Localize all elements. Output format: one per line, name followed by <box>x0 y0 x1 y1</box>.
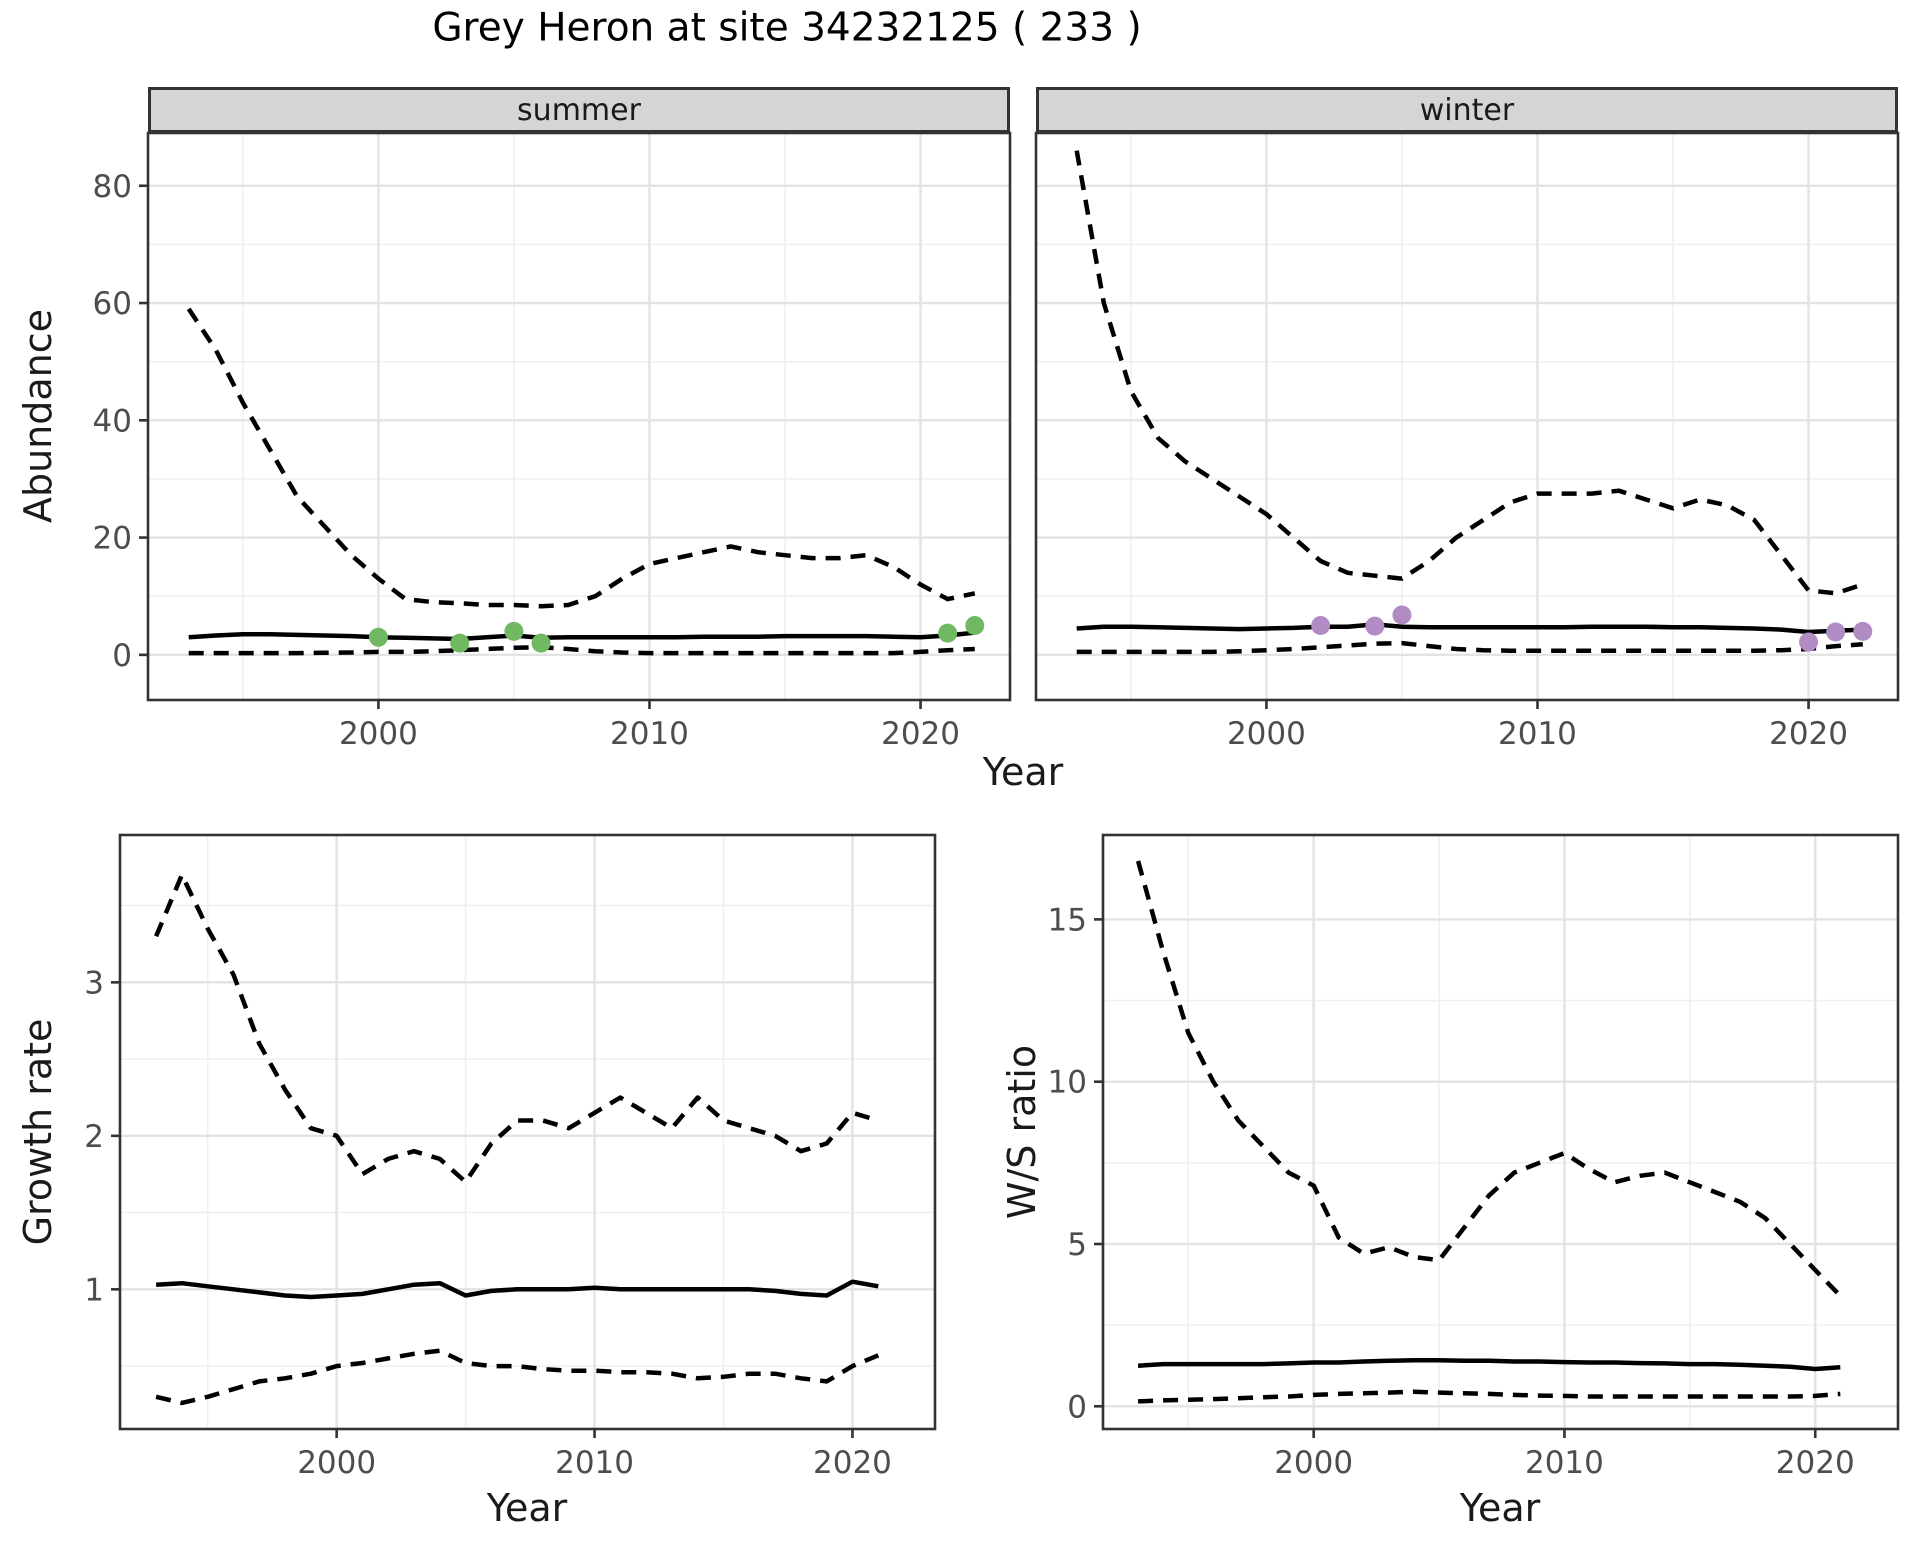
ws-y-tick-label: 0 <box>1067 1389 1087 1425</box>
winter-series <box>1074 150 1864 655</box>
winter-chart: 2000 2010 2020 <box>1034 131 1900 752</box>
y-axis-title-ws-ratio: W/S ratio <box>1000 1044 1044 1220</box>
winter-observation-point <box>1392 605 1412 625</box>
ws-x-tick-label: 2010 <box>1525 1445 1604 1481</box>
growth-x-tick-label: 2020 <box>813 1445 892 1481</box>
ws-axis-ticks: 2000 2010 2020 0 5 10 15 <box>1048 902 1855 1481</box>
ws-y-tick-label: 10 <box>1048 1065 1087 1101</box>
summer-x-tick-label: 2020 <box>881 716 960 752</box>
ws-y-tick-label: 5 <box>1067 1227 1087 1263</box>
summer-observation-point <box>965 616 985 636</box>
summer-x-tick-label: 2010 <box>610 716 689 752</box>
summer-panel-border <box>146 131 1012 702</box>
summer-observation-point <box>938 623 958 643</box>
growth-x-tick-label: 2010 <box>555 1445 634 1481</box>
growth-y-tick-label: 1 <box>84 1272 104 1308</box>
ws-chart: 2000 2010 2020 0 5 10 15 <box>1048 833 1900 1481</box>
summer-median-line <box>188 630 976 642</box>
ws-upper-ci-line <box>1135 860 1842 1298</box>
facet-strip-winter-label: winter <box>1419 92 1515 128</box>
summer-observed-points <box>368 616 985 653</box>
summer-y-tick-label: 60 <box>93 286 132 322</box>
growth-lower-ci-line <box>155 1348 880 1406</box>
ws-gridlines <box>1103 835 1898 1429</box>
y-axis-title-abundance: Abundance <box>16 308 60 524</box>
summer-y-tick-label: 0 <box>112 638 132 674</box>
figure-title: Grey Heron at site 34232125 ( 233 ) <box>432 5 1142 51</box>
summer-observation-point <box>504 621 524 641</box>
summer-observation-point <box>368 627 388 647</box>
growth-panel-border <box>118 833 937 1431</box>
growth-upper-ci-line <box>154 872 879 1185</box>
ws-series <box>1135 860 1842 1404</box>
growth-series <box>154 872 880 1406</box>
growth-median-line <box>155 1279 879 1300</box>
summer-observation-point <box>450 633 470 653</box>
winter-observation-point <box>1311 616 1331 636</box>
ws-y-tick-label: 15 <box>1048 902 1087 938</box>
summer-x-tick-label: 2000 <box>339 716 418 752</box>
growth-axis-ticks: 2000 2010 2020 1 2 3 <box>84 965 892 1481</box>
winter-median-line <box>1076 622 1863 635</box>
winter-observed-points <box>1311 605 1873 652</box>
facet-strip-summer: summer <box>148 87 1010 133</box>
growth-y-tick-label: 3 <box>84 965 104 1001</box>
ws-x-tick-label: 2000 <box>1274 1445 1353 1481</box>
winter-x-tick-label: 2010 <box>1498 716 1577 752</box>
ws-panel-border <box>1101 833 1900 1431</box>
winter-panel-border <box>1034 131 1900 702</box>
winter-observation-point <box>1826 622 1846 642</box>
y-axis-title-growth-rate: Growth rate <box>16 1018 60 1246</box>
summer-y-tick-label: 20 <box>93 521 132 557</box>
growth-y-tick-label: 2 <box>84 1119 104 1155</box>
x-axis-title-year-growth: Year <box>486 1486 568 1530</box>
growth-x-tick-label: 2000 <box>297 1445 376 1481</box>
winter-observation-point <box>1365 616 1385 636</box>
winter-lower-ci-line <box>1076 640 1863 655</box>
summer-upper-ci-line <box>186 307 976 609</box>
winter-observation-point <box>1799 632 1819 652</box>
winter-x-tick-label: 2000 <box>1227 716 1306 752</box>
winter-axis-ticks: 2000 2010 2020 <box>1227 700 1848 752</box>
x-axis-title-year-ws: Year <box>1459 1486 1541 1530</box>
winter-upper-ci-line <box>1074 150 1864 596</box>
ws-lower-ci-line <box>1138 1389 1841 1404</box>
ws-x-tick-label: 2020 <box>1776 1445 1855 1481</box>
facet-strip-winter: winter <box>1036 87 1898 133</box>
winter-gridlines <box>1036 133 1898 700</box>
winter-x-tick-label: 2020 <box>1769 716 1848 752</box>
growth-chart: 2000 2010 2020 1 2 3 <box>84 833 937 1481</box>
ws-median-line <box>1137 1357 1841 1372</box>
summer-chart: 2000 2010 2020 0 20 40 60 80 <box>93 131 1012 752</box>
facet-strip-summer-label: summer <box>517 92 641 128</box>
summer-series <box>186 307 976 656</box>
summer-y-tick-label: 80 <box>93 169 132 205</box>
summer-observation-point <box>531 633 551 653</box>
winter-observation-point <box>1853 621 1873 641</box>
x-axis-title-year-top: Year <box>982 750 1064 794</box>
summer-axis-ticks: 2000 2010 2020 0 20 40 60 80 <box>93 169 960 752</box>
summer-y-tick-label: 40 <box>93 403 132 439</box>
summer-lower-ci-line <box>188 644 975 656</box>
summer-gridlines <box>148 133 1010 700</box>
